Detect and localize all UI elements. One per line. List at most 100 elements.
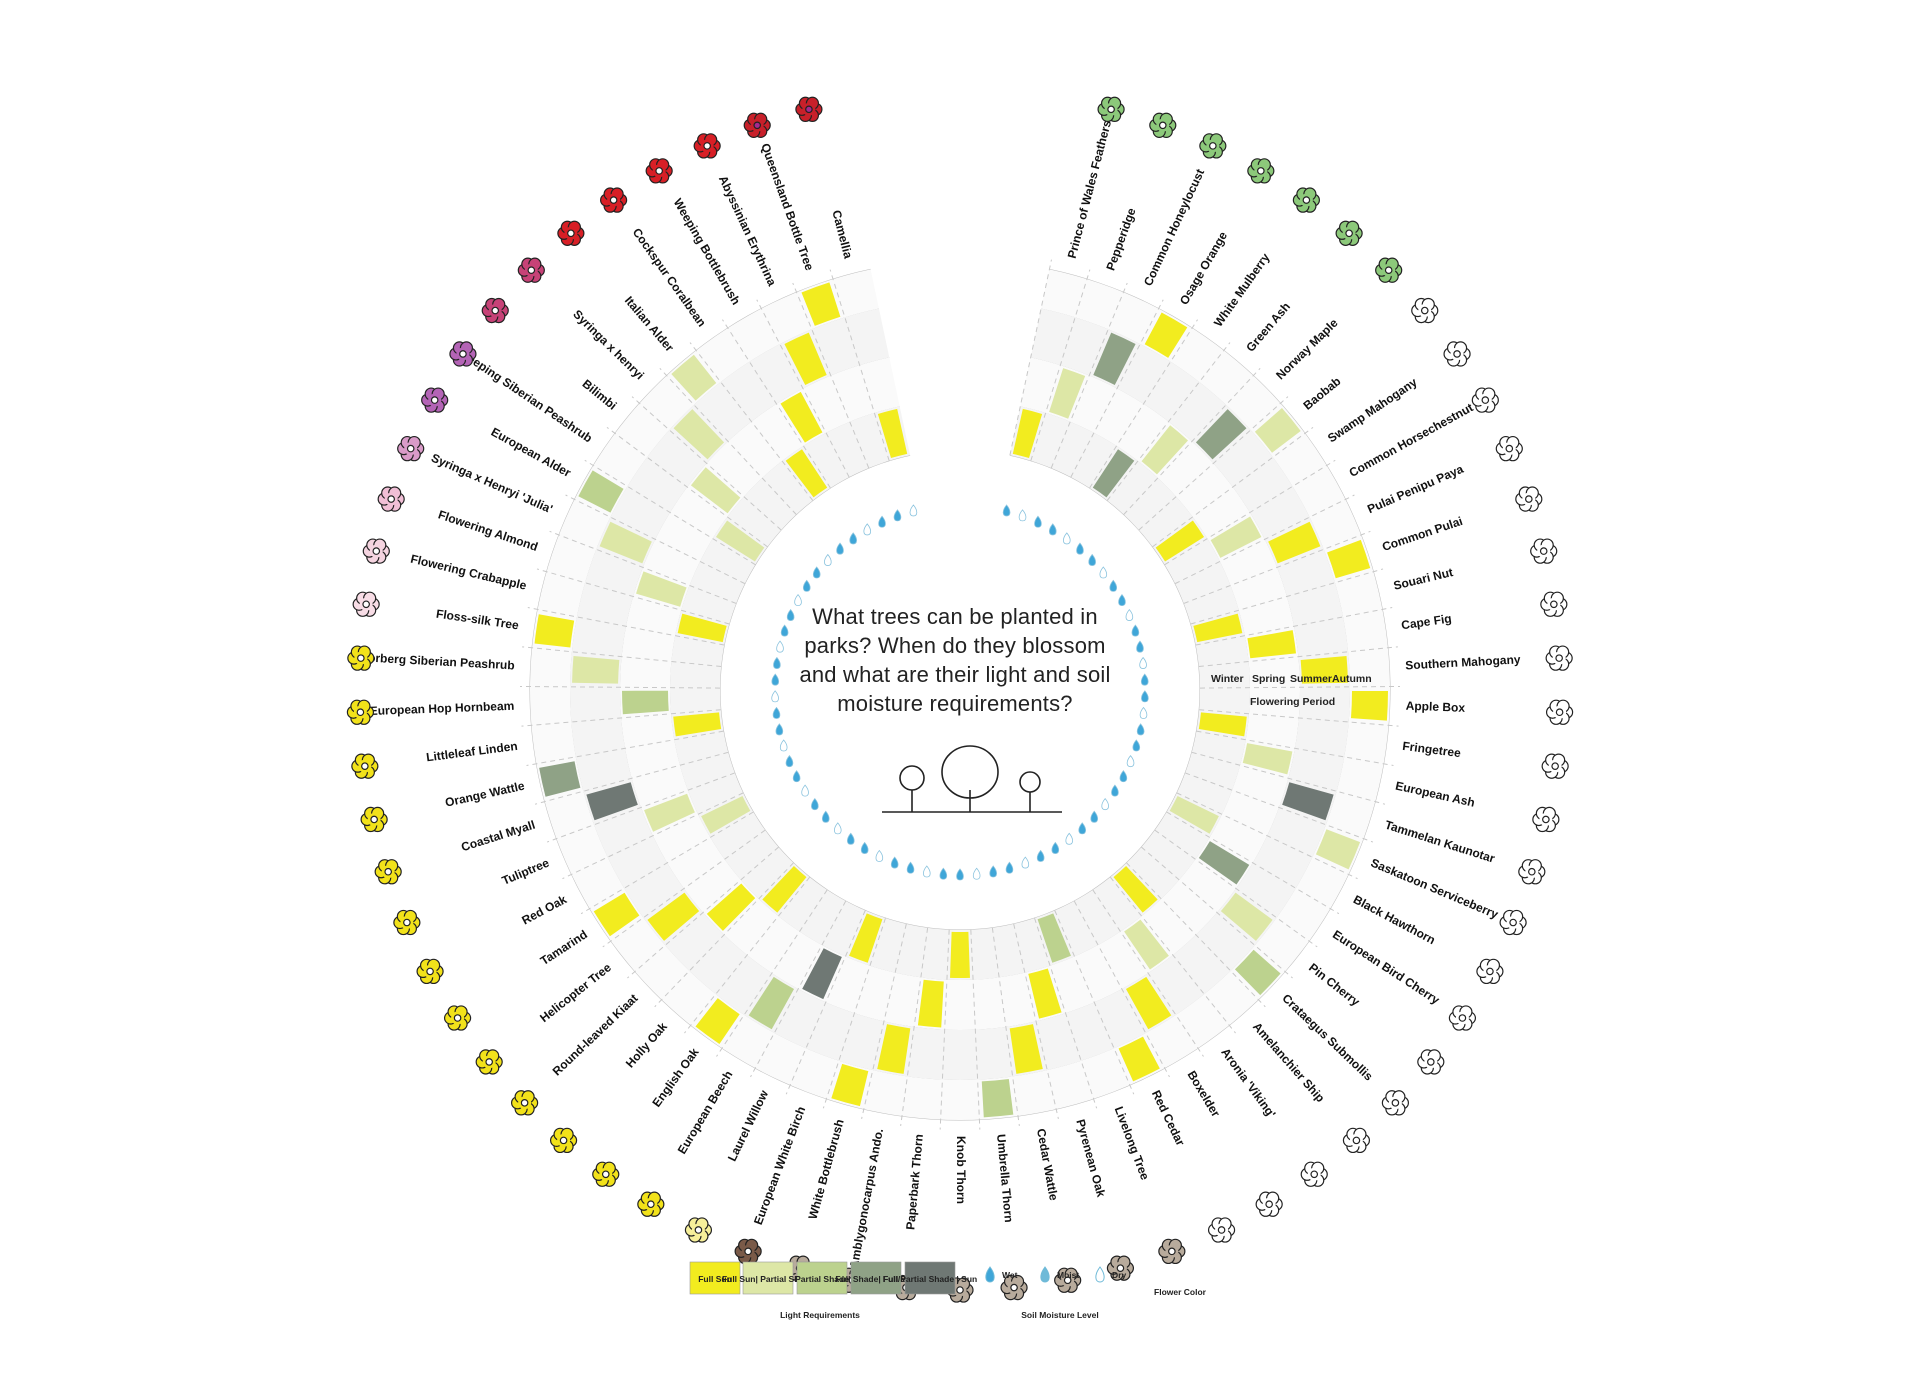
tree-label: Flowering Almond: [436, 508, 539, 554]
light-segments: [534, 282, 1388, 1118]
tree-divider: [1152, 426, 1314, 548]
moisture-drop: [1088, 553, 1096, 566]
tree-divider: [527, 607, 725, 646]
tree-divider: [1174, 494, 1355, 585]
moisture-drop: [775, 723, 784, 736]
flower-icon: [734, 1238, 762, 1265]
moisture-drop: [1119, 770, 1128, 783]
flower-icon: [517, 257, 545, 283]
legend-light-label: Full Sun| Partial Shade: [722, 1274, 814, 1284]
light-segment: [572, 655, 620, 684]
moisture-drop: [923, 865, 931, 878]
season-autumn-label: Autumn: [1332, 673, 1372, 685]
moisture-drop: [989, 865, 997, 878]
tree-label: Knob Thorn: [954, 1136, 968, 1204]
light-segment: [1198, 841, 1250, 885]
light-segment: [690, 467, 741, 514]
light-segment: [1037, 913, 1071, 963]
flower-icon: [1149, 112, 1177, 138]
flower-icon: [352, 591, 380, 617]
tree-label: Pin Cherry: [1306, 960, 1363, 1009]
tree-dividers: [520, 259, 1400, 1130]
flower-icon: [1541, 753, 1569, 779]
tree-divider: [1089, 319, 1198, 489]
light-segment: [1282, 782, 1334, 821]
light-segment: [784, 332, 827, 386]
light-segment: [673, 712, 722, 737]
light-segment: [1155, 520, 1205, 562]
tree-label: Littleleaf Linden: [425, 739, 518, 765]
moisture-drop: [1101, 798, 1109, 811]
moisture-drop: [1034, 515, 1042, 528]
moisture-drop: [1109, 579, 1118, 592]
moisture-drop: [890, 856, 899, 869]
tree-label: Weeping Siberian Peashrub: [456, 345, 595, 445]
light-segment: [780, 391, 823, 443]
light-segment: [677, 613, 727, 643]
moisture-drop: [1141, 690, 1149, 703]
light-segment: [1028, 968, 1062, 1019]
flower-icon: [1375, 257, 1403, 283]
light-segment: [1195, 409, 1247, 460]
tree-divider: [1138, 396, 1289, 531]
light-segment: [1012, 408, 1043, 459]
moisture-drop: [1005, 861, 1014, 874]
moisture-drop: [779, 739, 788, 752]
tree-label: Souari Nut: [1392, 565, 1454, 593]
tree-divider: [970, 929, 981, 1130]
legend-light-swatch: [796, 1261, 848, 1295]
light-segment: [1118, 1036, 1160, 1082]
moisture-drop: [906, 861, 915, 874]
light-segment: [1193, 613, 1243, 643]
moisture-drop: [860, 841, 869, 854]
tree-divider: [565, 494, 746, 585]
flower-icon: [1158, 1238, 1186, 1265]
legend-light-label: Full/Partial Shade | Sun: [883, 1274, 977, 1284]
tree-divider: [689, 342, 814, 501]
moisture-drops: [771, 504, 1149, 881]
legend-light-swatch: [689, 1261, 741, 1295]
legend-moisture-label: Dry: [1112, 1270, 1126, 1280]
tree-label: Green Ash: [1243, 300, 1293, 355]
flower-icon: [1000, 1274, 1028, 1301]
tree-label: Paperbark Thorn: [903, 1133, 926, 1230]
moisture-drop: [1090, 810, 1099, 823]
flower-icon: [421, 387, 449, 413]
tree-divider: [1054, 910, 1135, 1095]
legend-light-label: Full Shade| Full Sun: [835, 1274, 916, 1284]
moisture-drop: [893, 509, 902, 522]
flower-icon: [1199, 133, 1227, 159]
flower-icon: [1335, 220, 1363, 246]
moisture-drop: [849, 532, 857, 545]
light-segment: [1242, 743, 1293, 775]
moisture-drop: [824, 553, 832, 566]
flower-icon: [1448, 1005, 1477, 1031]
flower-icon: [1545, 645, 1573, 671]
tree-label: Norway Maple: [1273, 316, 1341, 383]
tree-divider: [756, 299, 850, 478]
tree-divider: [1034, 917, 1098, 1109]
flower-icon: [346, 699, 375, 725]
tree-divider: [534, 751, 729, 805]
tree-label: Tamarind: [538, 927, 590, 968]
tree-divider: [602, 829, 766, 948]
flower-icon: [1411, 297, 1439, 324]
light-segment: [1093, 332, 1136, 386]
tree-divider: [991, 927, 1020, 1127]
legend-light-label: Partial Shade: [795, 1274, 849, 1284]
moisture-drop: [1136, 640, 1144, 653]
moisture-drop: [833, 822, 842, 835]
legend-light-swatch: [742, 1261, 794, 1295]
flower-icon: [693, 133, 721, 159]
flower-icon: [351, 753, 379, 779]
light-segment: [701, 796, 751, 834]
light-segment: [877, 1024, 911, 1074]
flower-icon: [377, 486, 405, 512]
flower-icon: [393, 909, 421, 936]
tree-label: Livelong Tree: [1112, 1105, 1153, 1183]
flower-icon: [1381, 1090, 1409, 1116]
flower-icon: [449, 341, 477, 367]
legend-light-label: Full Sun: [698, 1274, 732, 1284]
tree-label: Pepperidge: [1103, 206, 1138, 273]
